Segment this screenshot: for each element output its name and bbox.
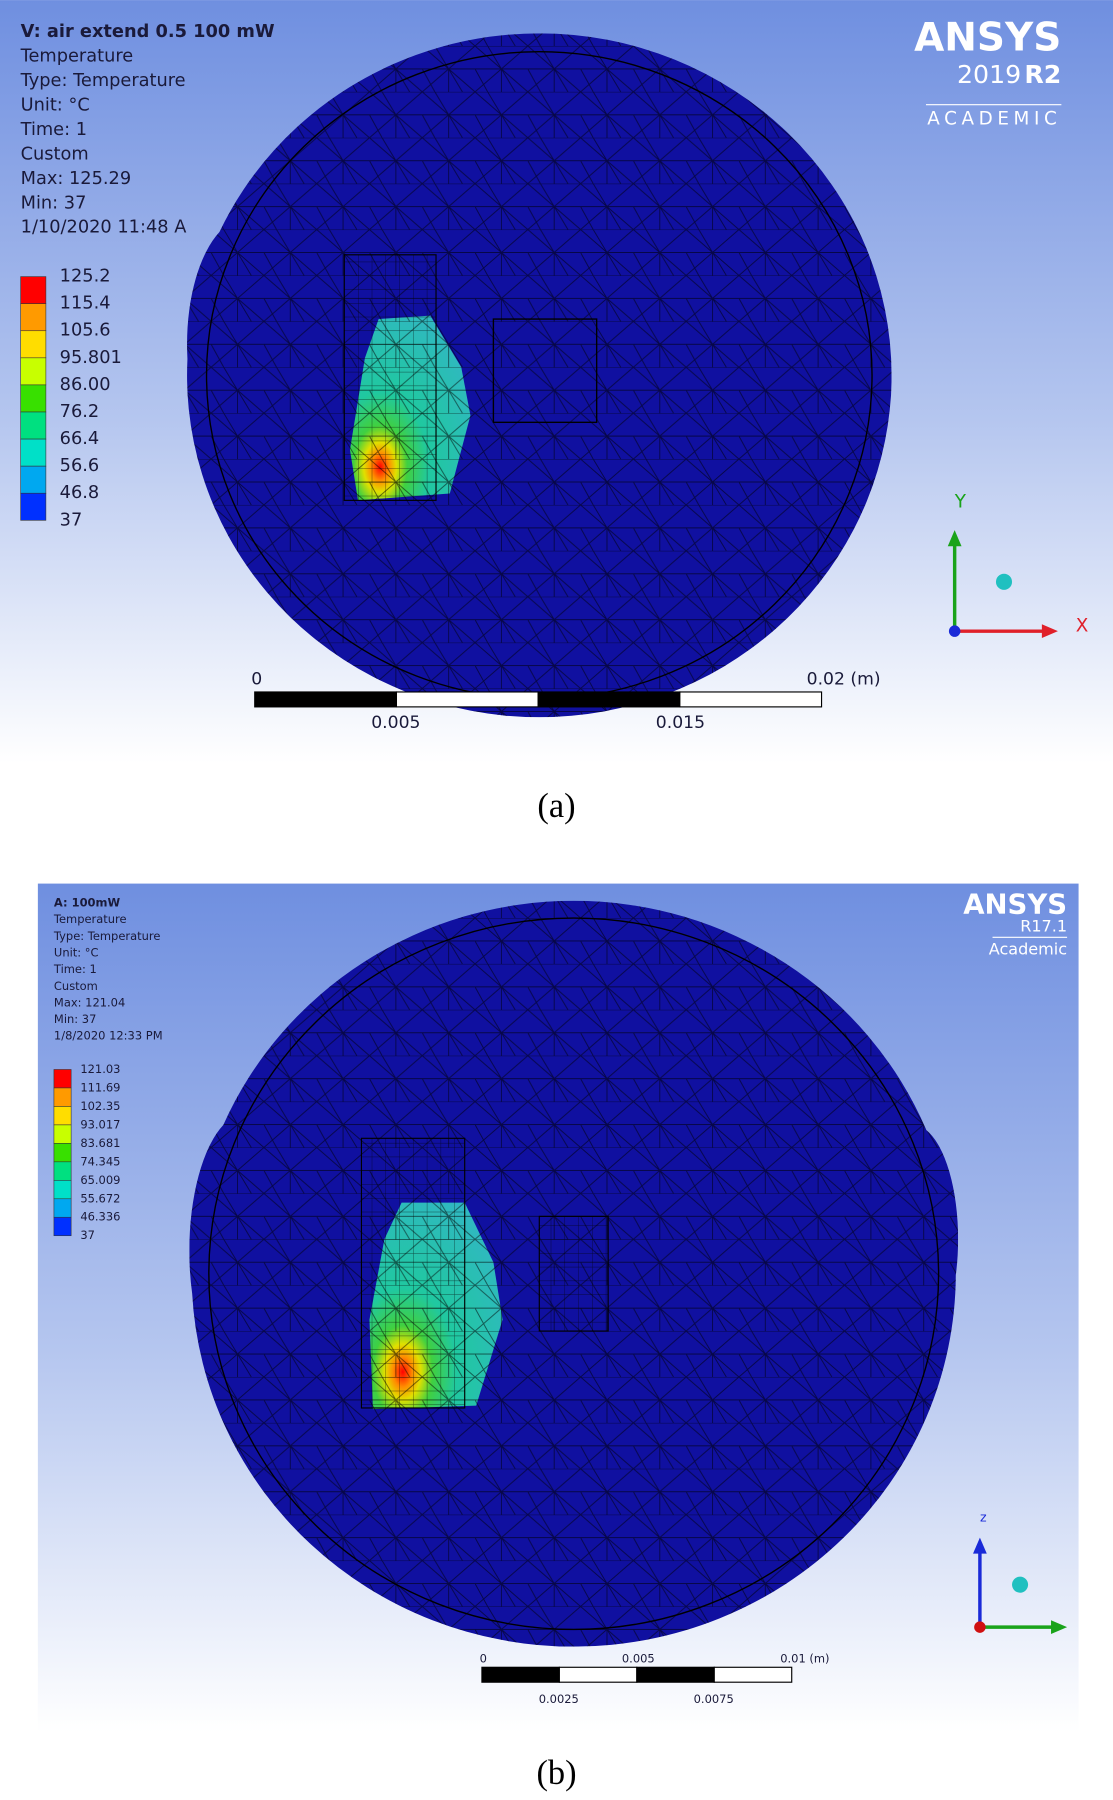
scale-bar-segment: [679, 691, 823, 708]
scale-bar-segment: [713, 1666, 793, 1683]
legend-swatch: [20, 492, 47, 521]
legend-label: 74.345: [80, 1154, 120, 1168]
legend-label: 46.336: [80, 1210, 120, 1224]
legend-label: 55.672: [80, 1191, 120, 1205]
result-info: Custom: [21, 143, 89, 164]
axis-label: X: [1076, 616, 1089, 637]
legend-swatch: [20, 330, 47, 359]
scale-bar-segment: [558, 1666, 638, 1683]
logo-edition: Academic: [989, 940, 1067, 959]
logo-brand: ANSYS: [914, 16, 1061, 61]
legend-label: 111.69: [80, 1080, 120, 1094]
model-mesh: [187, 33, 892, 718]
legend-swatch: [53, 1069, 72, 1089]
legend-swatch: [20, 357, 47, 386]
scale-bar-segment: [481, 1666, 560, 1683]
triad-arrow: [1041, 624, 1058, 639]
scale-bar-segment: [254, 691, 398, 708]
result-info: 1/8/2020 12:33 PM: [54, 1029, 163, 1043]
scale-label: 0.0075: [694, 1692, 734, 1706]
annotations: V: air extend 0.5 100 mW Temperature Type:…: [20, 16, 1089, 1792]
result-info: Time: 1: [53, 962, 97, 976]
legend-label: 37: [80, 1228, 95, 1242]
triad-ball: [1012, 1576, 1029, 1593]
scale-label: 0.0025: [539, 1692, 579, 1706]
result-info: Type: Temperature: [20, 70, 186, 91]
result-info: Max: 125.29: [21, 168, 132, 189]
result-info: Time: 1: [20, 119, 87, 140]
scale-label: 0: [480, 1652, 487, 1666]
legend-label: 121.03: [80, 1062, 120, 1076]
legend-label: 76.2: [60, 401, 100, 422]
legend-swatch: [20, 384, 47, 413]
legend-label: 37: [60, 509, 83, 530]
scale-label: 0.005: [371, 713, 420, 733]
legend-swatch: [53, 1143, 72, 1163]
triad-arrow: [973, 1537, 987, 1554]
triad-ball: [995, 573, 1013, 590]
caption: (a): [537, 787, 575, 825]
legend-swatch: [53, 1180, 72, 1200]
scale-label: 0.015: [656, 713, 705, 733]
result-info: Temperature: [53, 912, 127, 926]
axis-label: Y: [954, 492, 967, 513]
legend-swatch: [53, 1124, 72, 1144]
scale-label: 0.02 (m): [807, 669, 881, 689]
result-info: Min: 37: [21, 192, 87, 213]
legend-label: 46.8: [60, 482, 100, 503]
legend-swatch: [20, 465, 47, 494]
legend-label: 115.4: [60, 293, 111, 314]
model-mesh: [189, 900, 959, 1647]
result-info: Unit: °C: [54, 946, 99, 960]
legend-swatch: [53, 1106, 72, 1126]
legend-swatch: [53, 1216, 72, 1237]
scale-label: 0.005: [622, 1652, 655, 1666]
logo-edition: ACADEMIC: [927, 108, 1061, 129]
scale-label: 0: [251, 669, 262, 689]
legend-swatch: [53, 1198, 72, 1218]
legend-label: 105.6: [60, 320, 111, 341]
result-info: Max: 121.04: [54, 995, 125, 1009]
result-info: Min: 37: [54, 1012, 96, 1026]
triad-origin: [948, 625, 961, 637]
logo-version: R17.1: [1020, 917, 1067, 936]
result-info: Temperature: [20, 46, 134, 67]
triad-arrow: [947, 530, 962, 547]
legend-label: 102.35: [80, 1099, 120, 1113]
result-title: A: 100mW: [54, 896, 121, 910]
legend-swatch: [53, 1087, 72, 1107]
legend-label: 93.017: [80, 1117, 120, 1131]
scale-bar-segment: [395, 691, 539, 708]
result-info: Unit: °C: [21, 95, 90, 116]
scale-bar-segment: [636, 1666, 715, 1683]
result-info: Type: Temperature: [53, 929, 161, 943]
result-info: 1/10/2020 11:48 A: [21, 217, 187, 238]
axis-label: z: [980, 1510, 987, 1525]
triad-origin: [974, 1621, 986, 1633]
logo-version: 2019: [957, 60, 1021, 89]
legend-label: 83.681: [80, 1136, 120, 1150]
legend-swatch: [20, 438, 47, 467]
triad-arrow: [1051, 1620, 1068, 1635]
legend-label: 56.6: [60, 455, 100, 476]
legend-swatch: [20, 303, 47, 332]
scale-label: 0.01 (m): [780, 1652, 829, 1666]
legend-label: 66.4: [60, 428, 100, 449]
legend-swatch: [20, 411, 47, 440]
caption: (b): [536, 1754, 576, 1792]
logo-release: R2: [1024, 60, 1061, 89]
legend-label: 95.801: [60, 347, 122, 368]
logo-brand: ANSYS: [963, 888, 1067, 920]
legend-label: 86.00: [60, 374, 111, 395]
legend-label: 65.009: [80, 1173, 120, 1187]
legend-swatch: [20, 276, 47, 304]
result-info: Custom: [54, 979, 98, 993]
legend-label: 125.2: [60, 266, 111, 287]
scale-bar-segment: [537, 691, 681, 708]
legend-swatch: [53, 1161, 72, 1181]
result-title: V: air extend 0.5 100 mW: [21, 21, 275, 42]
